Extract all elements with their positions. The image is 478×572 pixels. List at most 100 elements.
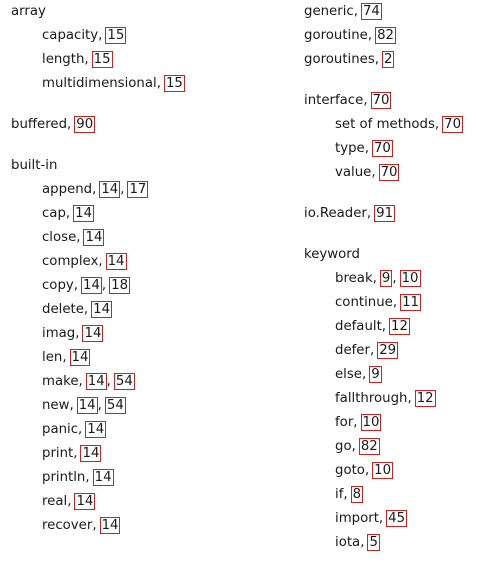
page-reference-link[interactable]: 70 <box>378 164 400 181</box>
page-reference-link[interactable]: 82 <box>358 438 380 455</box>
page-separator: , <box>360 535 365 550</box>
index-term: default <box>335 319 382 334</box>
index-term: recover <box>42 518 93 533</box>
page-separator: , <box>62 350 67 365</box>
page-reference-link[interactable]: 15 <box>163 75 185 92</box>
index-subentry-continue: continue, 11 <box>304 291 478 315</box>
index-term: keyword <box>304 247 360 262</box>
page-reference-link[interactable]: 14 <box>82 325 104 342</box>
page-reference-link[interactable]: 10 <box>399 270 421 287</box>
page-reference-link[interactable]: 14 <box>85 421 107 438</box>
page-separator: , <box>85 470 90 485</box>
page-reference-link[interactable]: 15 <box>91 51 113 68</box>
index-subentry-length: length, 15 <box>11 48 241 72</box>
page-separator: , <box>78 374 83 389</box>
page-reference-link[interactable]: 91 <box>374 205 396 222</box>
page-reference-link[interactable]: 12 <box>414 390 436 407</box>
page-separator: , <box>381 319 387 334</box>
page-reference-link[interactable]: 14 <box>91 301 113 318</box>
page-separator: , <box>353 4 358 19</box>
index-term: make <box>42 374 79 389</box>
index-column-left: array capacity, 15 length, 15 multidimensiona… <box>11 0 241 555</box>
index-term: iota <box>335 535 361 550</box>
page-separator: , <box>69 398 74 413</box>
page-reference-link[interactable]: 82 <box>375 27 396 44</box>
page-reference-link[interactable]: 29 <box>377 342 399 359</box>
index-subentry-make: make, 14, 54 <box>11 370 241 394</box>
page-reference-link[interactable]: 14 <box>85 373 107 390</box>
index-subentry-goto: goto, 10 <box>304 459 478 483</box>
page-reference-link[interactable]: 45 <box>386 510 408 527</box>
page-reference-link[interactable]: 14 <box>80 445 102 462</box>
index-term: else <box>335 367 362 382</box>
page-reference-link[interactable]: 70 <box>370 92 392 109</box>
index-subentry-defer: defer, 29 <box>304 339 478 363</box>
page-separator: , <box>73 278 78 293</box>
index-term: goroutine <box>304 28 368 43</box>
page-separator: , <box>378 511 384 526</box>
index-term: goto <box>335 463 365 478</box>
page-reference-link[interactable]: 8 <box>350 486 364 503</box>
page-separator: , <box>156 76 161 91</box>
page-separator: , <box>371 165 376 180</box>
index-term: real <box>42 494 68 509</box>
index-subentry-print: print, 14 <box>11 442 241 466</box>
index-term: copy <box>42 278 74 293</box>
index-term: goroutines <box>304 52 375 67</box>
page-reference-link[interactable]: 14 <box>69 349 91 366</box>
page-reference-link[interactable]: 11 <box>400 294 421 311</box>
page-reference-link[interactable]: 70 <box>442 116 464 133</box>
page-reference-link[interactable]: 10 <box>360 414 382 431</box>
page-reference-link[interactable]: 9 <box>369 366 382 383</box>
index-entry-interface: interface, 70 <box>304 89 478 113</box>
page-reference-link[interactable]: 10 <box>372 462 394 479</box>
index-subentry-for: for, 10 <box>304 411 478 435</box>
page-reference-link[interactable]: 14 <box>76 397 98 414</box>
page-reference-link[interactable]: 9 <box>379 270 393 287</box>
page-separator: , <box>83 302 89 317</box>
index-subentry-recover: recover, 14 <box>11 514 241 538</box>
index-subentry-set-of-methods: set of methods, 70 <box>304 113 478 137</box>
index-entry-built-in: built-in <box>11 154 241 178</box>
page-reference-link[interactable]: 74 <box>360 3 382 20</box>
page-reference-link[interactable]: 15 <box>105 27 127 44</box>
index-term: println <box>42 470 86 485</box>
index-term: built-in <box>11 158 58 173</box>
page-reference-link[interactable]: 14 <box>92 469 114 486</box>
index-subentry-break: break, 9, 10 <box>304 267 478 291</box>
page-reference-link[interactable]: 54 <box>113 373 135 390</box>
page-reference-link[interactable]: 14 <box>83 229 105 246</box>
index-term: type <box>335 141 365 156</box>
index-subentry-iota: iota, 5 <box>304 531 478 555</box>
index-subentry-real: real, 14 <box>11 490 241 514</box>
page-separator: , <box>374 52 379 67</box>
page-reference-link[interactable]: 14 <box>73 205 95 222</box>
index-term: array <box>11 4 46 19</box>
page-separator: , <box>78 422 83 437</box>
page-separator: , <box>92 518 97 533</box>
page-separator: , <box>65 206 71 221</box>
page-reference-link[interactable]: 90 <box>74 116 96 133</box>
page-reference-link[interactable]: 70 <box>371 140 393 157</box>
page-reference-link[interactable]: 14 <box>99 517 121 534</box>
index-term: capacity <box>42 28 99 43</box>
page-reference-link[interactable]: 14 <box>74 493 96 510</box>
index-subentry-type: type, 70 <box>304 137 478 161</box>
page-separator: , <box>351 439 356 454</box>
index-entry-keyword: keyword <box>304 243 478 267</box>
page-reference-link[interactable]: 12 <box>389 318 410 335</box>
index-term: len <box>42 350 63 365</box>
page-reference-link[interactable]: 18 <box>109 277 131 294</box>
page-separator: , <box>361 367 367 382</box>
page-separator: , <box>92 182 97 197</box>
page-reference-link[interactable]: 54 <box>104 397 126 414</box>
index-subentry-println: println, 14 <box>11 466 241 490</box>
page-reference-link[interactable]: 14 <box>105 253 127 270</box>
page-reference-link[interactable]: 14 <box>99 181 121 198</box>
page-reference-link[interactable]: 17 <box>127 181 149 198</box>
index-term: complex <box>42 254 99 269</box>
index-term: io.Reader <box>304 206 367 221</box>
index-term: append <box>42 182 93 197</box>
page-reference-link[interactable]: 2 <box>382 51 395 68</box>
page-reference-link[interactable]: 14 <box>81 277 102 294</box>
